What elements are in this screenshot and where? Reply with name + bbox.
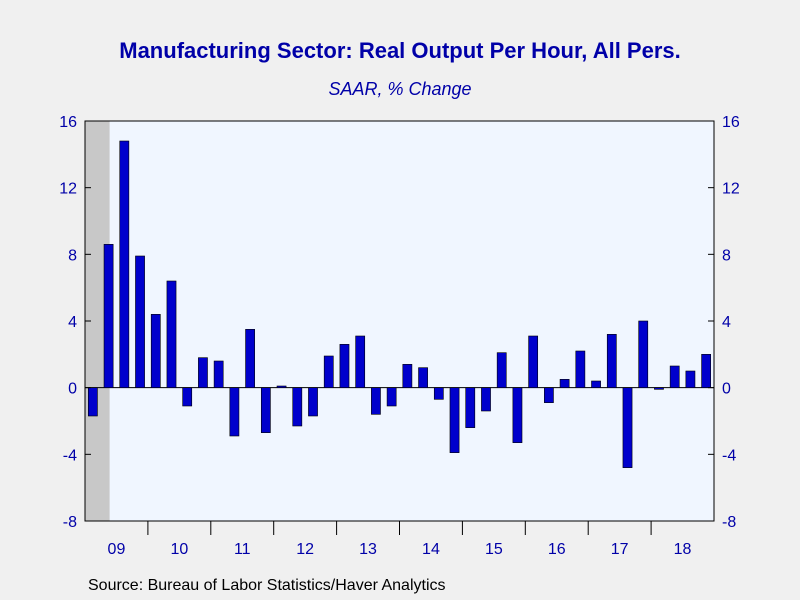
ytick-label-left: 16: [59, 114, 77, 131]
bar-2018Q2: [669, 365, 680, 388]
ytick-label-right: 0: [722, 381, 731, 398]
bar-2011Q1: [213, 360, 224, 388]
bar-2009Q3: [119, 140, 130, 388]
bar-2009Q1: [88, 387, 98, 417]
ytick-label-left: -4: [63, 447, 77, 464]
bar-2018Q4: [701, 354, 712, 388]
xtick-label: 18: [674, 541, 692, 558]
bar-2010Q3: [182, 387, 193, 407]
ytick-label-right: 4: [722, 314, 731, 331]
ytick-label-left: 8: [68, 247, 77, 264]
bar-2012Q4: [323, 355, 334, 388]
xtick-label: 12: [296, 541, 314, 558]
ytick-label-right: 12: [722, 181, 740, 198]
xtick-label: 09: [108, 541, 126, 558]
bar-2015Q3: [496, 352, 507, 388]
bar-2010Q1: [150, 314, 161, 388]
bar-2017Q2: [606, 334, 617, 388]
bar-2013Q1: [339, 344, 350, 388]
bar-2014Q4: [449, 387, 460, 453]
ytick-label-left: 12: [59, 181, 77, 198]
bar-2016Q3: [559, 379, 570, 388]
bar-2018Q3: [685, 370, 696, 388]
ytick-label-right: 16: [722, 114, 740, 131]
bar-2013Q3: [371, 387, 381, 415]
ytick-label-left: 0: [68, 381, 77, 398]
bar-2017Q1: [591, 380, 601, 388]
chart-subtitle: SAAR, % Change: [328, 79, 472, 99]
bar-2017Q4: [638, 320, 649, 388]
bar-2014Q3: [433, 387, 444, 400]
bar-2011Q2: [229, 387, 240, 437]
bar-2015Q4: [512, 387, 523, 443]
xtick-label: 13: [359, 541, 377, 558]
bar-2015Q2: [481, 387, 491, 412]
plot-background: [85, 121, 714, 521]
ytick-label-right: 8: [722, 247, 731, 264]
ytick-label-right: -4: [722, 447, 736, 464]
bar-2012Q2: [292, 387, 303, 427]
source-note: Source: Bureau of Labor Statistics/Haver…: [88, 577, 446, 594]
ytick-label-left: 4: [68, 314, 77, 331]
bar-2010Q4: [198, 357, 208, 388]
bar-2013Q4: [386, 387, 397, 407]
bar-2009Q4: [135, 255, 145, 388]
bar-2018Q1: [654, 387, 664, 390]
ytick-label-right: -8: [722, 514, 736, 531]
ytick-label-left: -8: [63, 514, 77, 531]
bar-2016Q4: [575, 350, 586, 388]
bar-2013Q2: [355, 335, 366, 388]
bar-2012Q1: [276, 385, 287, 388]
bar-2014Q2: [418, 367, 428, 388]
bar-2011Q3: [245, 329, 255, 388]
xtick-label: 15: [485, 541, 503, 558]
bar-2010Q2: [166, 280, 177, 388]
bar-2016Q2: [544, 387, 554, 403]
xtick-label: 10: [170, 541, 188, 558]
xtick-label: 16: [548, 541, 566, 558]
bar-2015Q1: [465, 387, 476, 428]
bar-2017Q3: [622, 387, 633, 468]
bar-2012Q3: [308, 387, 318, 417]
bar-2009Q2: [103, 244, 114, 388]
bar-2014Q1: [402, 364, 413, 388]
xtick-label: 11: [234, 541, 251, 558]
chart-title: Manufacturing Sector: Real Output Per Ho…: [119, 38, 681, 63]
xtick-label: 17: [611, 541, 629, 558]
bar-2016Q1: [528, 335, 539, 388]
bar-2011Q4: [260, 387, 271, 433]
xtick-label: 14: [422, 541, 440, 558]
